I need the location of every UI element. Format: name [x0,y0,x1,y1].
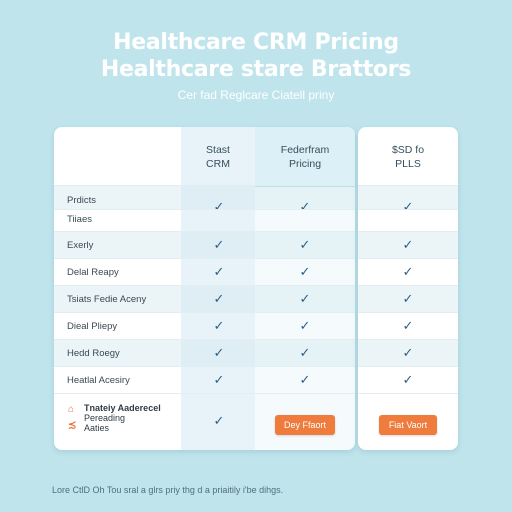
table-row: ✓ [358,339,458,367]
pricing-table: Stast CRM Federfram Pricing Prdicts ✓ ✓ … [54,127,355,450]
page-title-line2: Healthcare stare Brattors [100,57,412,82]
column-header-plus: $SD fo PLLS [358,143,458,171]
row-label: Delal Reapy [67,267,119,278]
row-label: Prdicts [67,195,97,206]
check-icon: ✓ [402,372,414,387]
table-row: ✓ [358,231,458,259]
column-head-highlight [255,127,355,187]
footer-note: Lore CtlD Oh Tou sral a glrs priy thg d … [52,485,284,495]
table-row: Dieal Pliepy ✓ ✓ [54,312,355,340]
footer-label-line1: Tnateiy Aaderecel [84,403,161,413]
check-icon: ✓ [299,372,311,387]
footer-label-line3: Aaties [84,423,110,433]
check-icon: ✓ [213,318,225,333]
footer-label-line2: Pereading [84,413,126,423]
check-icon: ✓ [402,237,414,252]
check-icon: ✓ [402,318,414,333]
row-label: Tsiats Fedie Aceny [67,294,147,305]
page-subtitle: Cer fad Reglcare Ciatell priny [177,88,335,102]
row-label: Heatlal Acesiry [67,375,130,386]
footer-icon-bottom: ≾ [68,420,77,431]
column-header-line2: PLLS [395,158,421,170]
column-header-line1: Federfram [280,144,330,156]
check-icon: ✓ [299,318,311,333]
check-icon: ✓ [402,291,414,306]
table-row: Hedd Roegy ✓ ✓ [54,339,355,367]
check-icon: ✓ [213,237,225,252]
pricing-card-plus: $SD fo PLLS ✓ ✓ ✓ ✓ ✓ ✓ ✓ Fiat Vaort [358,127,458,450]
check-icon: ✓ [213,264,225,279]
check-icon: ✓ [402,199,414,214]
column-header-line2: CRM [206,158,230,170]
table-row: ✓ [358,185,458,214]
footer-icon-top: ⌂ [68,404,75,415]
check-icon: ✓ [299,237,311,252]
table-footer-row: Fiat Vaort [358,393,458,450]
check-icon: ✓ [299,264,311,279]
column-header-line1: $SD fo [391,144,425,156]
row-label: Tiiaes [67,214,92,225]
table-row: ✓ [358,366,458,394]
table-footer-row: ⌂ ≾ Tnateiy Aaderecel Pereading Aaties ✓… [54,393,355,450]
column-header-line1: Stast [206,144,230,156]
column-bg-stast [181,127,255,450]
table-row: Tiiaes [54,209,355,232]
check-icon: ✓ [299,199,311,214]
check-icon: ✓ [213,413,225,428]
check-icon: ✓ [299,345,311,360]
check-icon: ✓ [213,199,225,214]
table-row [358,209,458,232]
row-label: Hedd Roegy [67,348,120,359]
check-icon: ✓ [299,291,311,306]
check-icon: ✓ [213,345,225,360]
column-header-line2: Pricing [288,158,322,170]
table-row: Prdicts ✓ ✓ [54,185,355,214]
table-row: Exerly ✓ ✓ [54,231,355,259]
table-row: Delal Reapy ✓ ✓ [54,258,355,286]
check-icon: ✓ [213,291,225,306]
page-title-line1: Healthcare CRM Pricing [113,30,399,55]
row-label: Exerly [67,240,94,251]
plus-plan-button[interactable]: Fiat Vaort [379,415,437,435]
row-label: Dieal Pliepy [67,321,118,332]
table-row: Tsiats Fedie Aceny ✓ ✓ [54,285,355,313]
column-header-stast: Stast CRM [181,143,255,171]
buy-now-button[interactable]: Dey Ffaort [275,415,335,435]
table-row: ✓ [358,258,458,286]
table-row: ✓ [358,285,458,313]
table-row: Heatlal Acesiry ✓ ✓ [54,366,355,394]
check-icon: ✓ [402,345,414,360]
column-header-pricing: Federfram Pricing [255,143,355,171]
table-row: ✓ [358,312,458,340]
check-icon: ✓ [402,264,414,279]
check-icon: ✓ [213,372,225,387]
